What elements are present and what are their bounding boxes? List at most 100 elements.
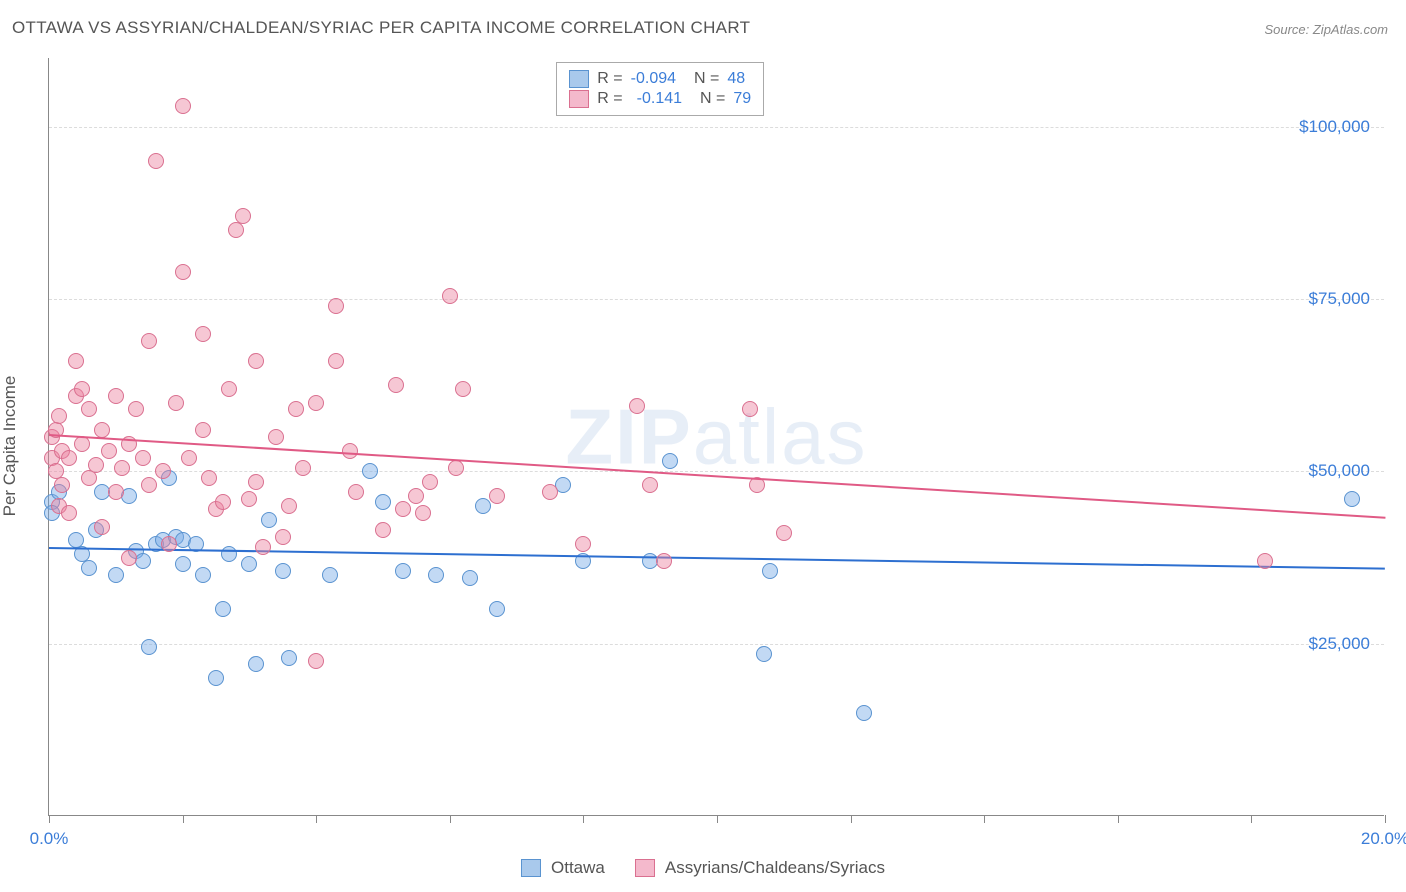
scatter-point	[81, 470, 97, 486]
scatter-point	[88, 457, 104, 473]
x-tick	[450, 815, 451, 823]
stats-label-n: N =	[694, 70, 719, 88]
stats-r-assyrian: -0.141	[637, 90, 682, 108]
x-tick	[583, 815, 584, 823]
scatter-point	[328, 298, 344, 314]
scatter-point	[228, 222, 244, 238]
scatter-point	[281, 650, 297, 666]
scatter-point	[375, 494, 391, 510]
scatter-point	[195, 326, 211, 342]
x-tick	[183, 815, 184, 823]
scatter-point	[94, 519, 110, 535]
gridline	[49, 299, 1384, 300]
scatter-point	[261, 512, 277, 528]
legend-ottawa: Ottawa	[521, 858, 605, 878]
scatter-point	[141, 477, 157, 493]
scatter-point	[235, 208, 251, 224]
scatter-point	[288, 401, 304, 417]
scatter-point	[255, 539, 271, 555]
x-tick	[984, 815, 985, 823]
y-axis-title: Per Capita Income	[0, 376, 20, 517]
legend-assyrian: Assyrians/Chaldeans/Syriacs	[635, 858, 885, 878]
scatter-point	[575, 536, 591, 552]
scatter-point	[215, 494, 231, 510]
scatter-point	[195, 422, 211, 438]
x-tick	[1118, 815, 1119, 823]
scatter-point	[195, 567, 211, 583]
scatter-point	[542, 484, 558, 500]
gridline	[49, 644, 1384, 645]
y-tick-label: $25,000	[1309, 634, 1370, 654]
y-tick-label: $50,000	[1309, 461, 1370, 481]
swatch-assyrian	[569, 90, 589, 108]
scatter-point	[108, 484, 124, 500]
scatter-point	[656, 553, 672, 569]
scatter-point	[489, 601, 505, 617]
stats-label-n: N =	[700, 90, 725, 108]
legend-swatch-ottawa	[521, 859, 541, 877]
scatter-point	[74, 381, 90, 397]
scatter-point	[175, 556, 191, 572]
scatter-point	[101, 443, 117, 459]
gridline	[49, 127, 1384, 128]
scatter-point	[208, 670, 224, 686]
x-tick	[717, 815, 718, 823]
scatter-point	[141, 333, 157, 349]
chart-title: OTTAWA VS ASSYRIAN/CHALDEAN/SYRIAC PER C…	[12, 18, 750, 38]
scatter-point	[328, 353, 344, 369]
scatter-point	[61, 450, 77, 466]
scatter-point	[662, 453, 678, 469]
scatter-point	[248, 474, 264, 490]
scatter-point	[428, 567, 444, 583]
stats-r-ottawa: -0.094	[631, 70, 676, 88]
scatter-point	[94, 422, 110, 438]
scatter-point	[308, 653, 324, 669]
scatter-point	[455, 381, 471, 397]
legend-label-assyrian: Assyrians/Chaldeans/Syriacs	[665, 858, 885, 878]
legend-label-ottawa: Ottawa	[551, 858, 605, 878]
y-tick-label: $100,000	[1299, 117, 1370, 137]
scatter-point	[215, 601, 231, 617]
scatter-point	[322, 567, 338, 583]
source-attribution: Source: ZipAtlas.com	[1264, 22, 1388, 37]
scatter-point	[241, 491, 257, 507]
scatter-point	[268, 429, 284, 445]
scatter-point	[342, 443, 358, 459]
scatter-point	[756, 646, 772, 662]
plot-area: ZIPatlas R = -0.094 N = 48 R = -0.141 N …	[48, 58, 1384, 816]
scatter-point	[54, 477, 70, 493]
x-tick	[316, 815, 317, 823]
scatter-point	[114, 460, 130, 476]
scatter-point	[81, 401, 97, 417]
legend-swatch-assyrian	[635, 859, 655, 877]
y-tick-label: $75,000	[1309, 289, 1370, 309]
scatter-point	[175, 264, 191, 280]
scatter-point	[362, 463, 378, 479]
scatter-point	[248, 656, 264, 672]
x-tick-label: 20.0%	[1361, 829, 1406, 849]
scatter-point	[128, 401, 144, 417]
scatter-point	[388, 377, 404, 393]
scatter-point	[1257, 553, 1273, 569]
scatter-point	[148, 153, 164, 169]
stats-n-ottawa: 48	[727, 70, 745, 88]
x-tick	[49, 815, 50, 823]
scatter-point	[141, 639, 157, 655]
scatter-point	[776, 525, 792, 541]
scatter-point	[135, 450, 151, 466]
scatter-point	[241, 556, 257, 572]
stats-row-assyrian: R = -0.141 N = 79	[569, 89, 751, 109]
scatter-point	[221, 546, 237, 562]
stats-label-r: R =	[597, 90, 622, 108]
stats-n-assyrian: 79	[733, 90, 751, 108]
scatter-point	[108, 567, 124, 583]
x-tick-label: 0.0%	[30, 829, 69, 849]
x-tick	[1385, 815, 1386, 823]
scatter-point	[275, 529, 291, 545]
x-tick	[1251, 815, 1252, 823]
scatter-point	[1344, 491, 1360, 507]
scatter-point	[221, 381, 237, 397]
stats-row-ottawa: R = -0.094 N = 48	[569, 69, 751, 89]
scatter-point	[489, 488, 505, 504]
scatter-point	[181, 450, 197, 466]
